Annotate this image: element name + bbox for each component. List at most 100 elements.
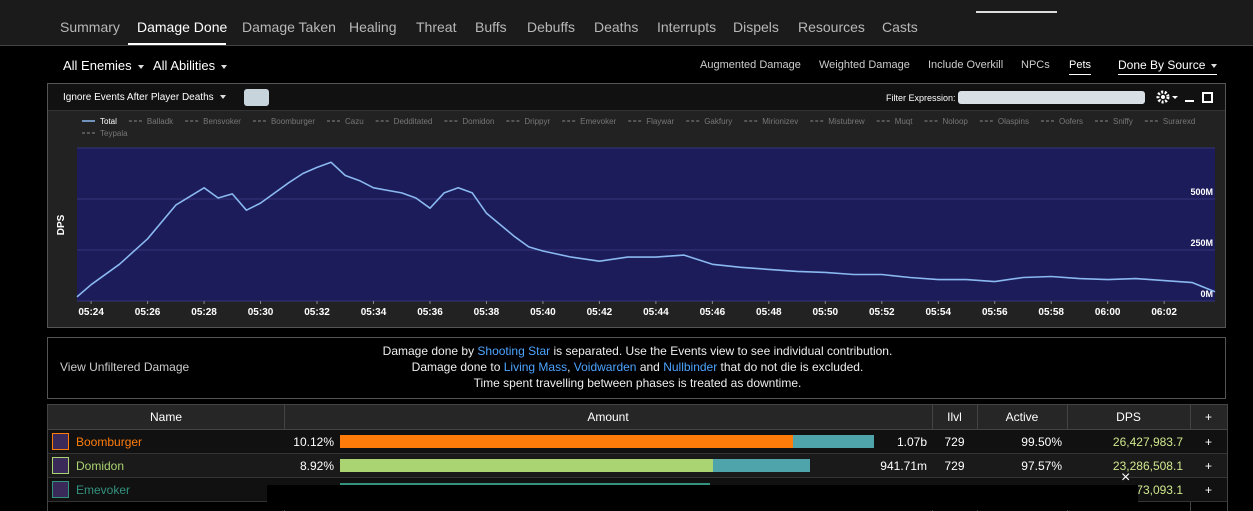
option[interactable]: Augmented Damage xyxy=(700,59,801,71)
series-line xyxy=(76,161,1216,298)
percent: 10.12% xyxy=(293,435,334,449)
notice-link[interactable]: Voidwarden xyxy=(573,360,637,374)
notice-text: Damage done to xyxy=(411,360,504,374)
class-icon xyxy=(52,457,69,474)
gear-icon[interactable] xyxy=(1156,90,1170,104)
notice-link[interactable]: Nullbinder xyxy=(663,360,718,374)
legend-label[interactable]: Mirionizev xyxy=(762,117,798,126)
legend-label[interactable]: Drippyr xyxy=(524,117,550,126)
notice-line: Time spent travelling between phases is … xyxy=(48,376,1227,390)
dps: 23,286,508.1 xyxy=(1112,459,1183,473)
x-tick-label: 05:28 xyxy=(191,307,217,318)
notice-text: that do not die is excluded. xyxy=(717,360,864,374)
legend-label[interactable]: Oofers xyxy=(1059,117,1083,126)
x-tick-label: 05:52 xyxy=(869,307,895,318)
column-header: DPS xyxy=(1116,410,1141,424)
player-name[interactable]: Emevoker xyxy=(76,483,131,497)
notice-text: is separated. Use the Events view to see… xyxy=(550,344,893,358)
tab[interactable]: Resources xyxy=(798,19,865,35)
tab[interactable]: Threat xyxy=(416,19,457,35)
y-tick-label: 0M xyxy=(1200,289,1213,299)
option[interactable]: Include Overkill xyxy=(928,59,1004,71)
notice-link[interactable]: Living Mass xyxy=(503,360,568,374)
filter-input[interactable] xyxy=(958,91,1145,104)
notice-text: Time spent travelling between phases is … xyxy=(473,376,802,390)
legend-label[interactable]: Surarexd xyxy=(1163,117,1195,126)
legend-label[interactable]: Flaywar xyxy=(646,117,674,126)
legend-label[interactable]: Mistubrew xyxy=(828,117,865,126)
legend-label[interactable]: Teypala xyxy=(100,129,128,138)
x-tick-label: 05:26 xyxy=(135,307,161,318)
x-tick-label: 05:32 xyxy=(304,307,330,318)
item-level: 729 xyxy=(944,435,965,449)
x-tick-label: 05:50 xyxy=(813,307,839,318)
tab[interactable]: Deaths xyxy=(594,19,639,35)
y-axis-label: DPS xyxy=(56,214,67,235)
tab-indicator xyxy=(976,11,1057,13)
legend-label[interactable]: Total xyxy=(100,117,117,126)
legend-label[interactable]: Bensvoker xyxy=(203,117,241,126)
legend-label[interactable]: Balladk xyxy=(147,117,174,126)
tab-bar xyxy=(0,0,1253,46)
amount: 1.07b xyxy=(896,435,927,449)
legend-label[interactable]: Boomburger xyxy=(271,117,315,126)
legend-label[interactable]: Noloop xyxy=(942,117,968,126)
option[interactable]: Pets xyxy=(1069,59,1092,75)
y-tick-label: 500M xyxy=(1190,187,1213,197)
ability-filter[interactable]: All Abilities xyxy=(153,58,227,73)
option[interactable]: Weighted Damage xyxy=(819,59,910,71)
player-name[interactable]: Boomburger xyxy=(76,435,143,449)
amount-bar xyxy=(793,435,874,448)
unfiltered-link[interactable]: View Unfiltered Damage xyxy=(60,360,190,374)
notice-text: , xyxy=(567,360,574,374)
x-tick-label: 06:02 xyxy=(1151,307,1177,318)
legend-label[interactable]: Olaspins xyxy=(998,117,1029,126)
notice-link[interactable]: Shooting Star xyxy=(477,344,551,358)
player-name[interactable]: Domidon xyxy=(76,459,125,473)
row-action[interactable]: + xyxy=(1204,435,1212,449)
row-action[interactable]: + xyxy=(1204,459,1212,473)
tab[interactable]: Buffs xyxy=(475,19,507,35)
dps: 26,427,983.7 xyxy=(1112,435,1183,449)
active: 99.50% xyxy=(1021,435,1062,449)
x-tick-label: 05:38 xyxy=(474,307,500,318)
legend-label[interactable]: Gakfury xyxy=(704,117,732,126)
source-select[interactable]: Done By Source xyxy=(1118,58,1218,75)
tab[interactable]: Damage Taken xyxy=(242,19,336,35)
row-action[interactable]: + xyxy=(1204,483,1212,497)
column-header: + xyxy=(1204,410,1212,424)
x-tick-label: 05:46 xyxy=(700,307,726,318)
table-header xyxy=(48,405,1227,430)
percent: 8.92% xyxy=(299,459,334,473)
x-tick-label: 05:34 xyxy=(361,307,387,318)
legend-label[interactable]: Emevoker xyxy=(580,117,616,126)
notice-text: Damage done by xyxy=(382,344,478,358)
legend-label[interactable]: Sniffy xyxy=(1113,117,1133,126)
x-tick-label: 05:24 xyxy=(78,307,104,318)
maximize-icon[interactable] xyxy=(1202,92,1213,103)
tab[interactable]: Casts xyxy=(882,19,918,35)
overlay-close[interactable]: × xyxy=(1121,469,1131,486)
tab[interactable]: Interrupts xyxy=(657,19,717,35)
notice-line: Damage done by Shooting Star is separate… xyxy=(48,344,1227,358)
x-tick-label: 05:36 xyxy=(417,307,443,318)
tab[interactable]: Damage Done xyxy=(137,19,228,35)
notice-line: Damage done to Living Mass, Voidwarden a… xyxy=(48,360,1227,374)
option[interactable]: NPCs xyxy=(1021,59,1050,71)
legend-label[interactable]: Dedditated xyxy=(394,117,433,126)
legend-label[interactable]: Cazu xyxy=(345,117,364,126)
gear-caret xyxy=(1172,96,1178,99)
tab[interactable]: Dispels xyxy=(733,19,779,35)
ignore-deaths[interactable]: Ignore Events After Player Deaths xyxy=(63,92,226,103)
plot-area xyxy=(77,148,1215,301)
legend-label[interactable]: Domidon xyxy=(462,117,494,126)
tab[interactable]: Debuffs xyxy=(527,19,575,35)
legend-label[interactable]: Muqt xyxy=(895,117,914,126)
panel-icons xyxy=(1156,90,1213,104)
chart: 0M 250M 500M 05:24 05:26 05:28 05:30 05:32 05:34… xyxy=(56,117,1216,318)
toggle[interactable] xyxy=(244,89,269,106)
tab[interactable]: Summary xyxy=(60,19,120,35)
tab[interactable]: Healing xyxy=(349,19,397,35)
enemy-filter[interactable]: All Enemies xyxy=(63,58,144,73)
